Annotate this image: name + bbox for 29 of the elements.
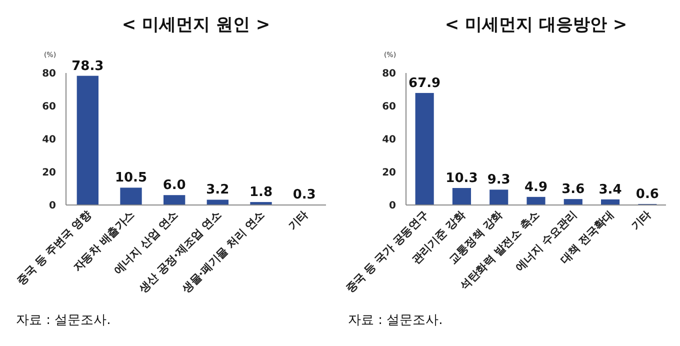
x-tick-label: 기타 [286,208,310,233]
data-label: 6.0 [162,178,186,194]
y-tick-label: 40 [42,134,56,146]
y-tick-label: 60 [382,102,396,112]
text: 자료 : 설문조사. [16,313,111,328]
y-tick-label: 40 [382,134,396,146]
data-label: 1.8 [249,185,273,200]
y-tick-label: 0 [49,200,56,212]
y-tick-label: 0 [389,200,396,212]
data-label: 0.6 [636,187,659,202]
data-label: 78.3 [72,58,104,74]
y-tick-label: 80 [42,68,56,80]
data-label: 9.3 [487,172,510,188]
data-label: 67.9 [408,76,441,91]
data-label: 3.2 [206,182,230,198]
x-tick-label: 기타 [628,208,654,233]
data-label: 10.3 [446,171,478,186]
data-label: 3.4 [598,182,622,198]
y-tick-label: 20 [42,168,56,178]
text: 자료 : 설문조사. [348,313,443,328]
data-label: 0.3 [292,188,316,203]
y-tick-label: 80 [382,68,396,80]
data-label: 4.9 [524,180,548,195]
data-label: 3.6 [562,182,585,198]
data-label: 10.5 [114,170,148,186]
y-tick-label: 20 [382,168,396,178]
chart-title: < 미세먼지 대응방안 > [444,15,628,35]
chart-title: < 미세먼지 원인 > [122,15,270,35]
y-tick-label: 60 [42,102,56,112]
